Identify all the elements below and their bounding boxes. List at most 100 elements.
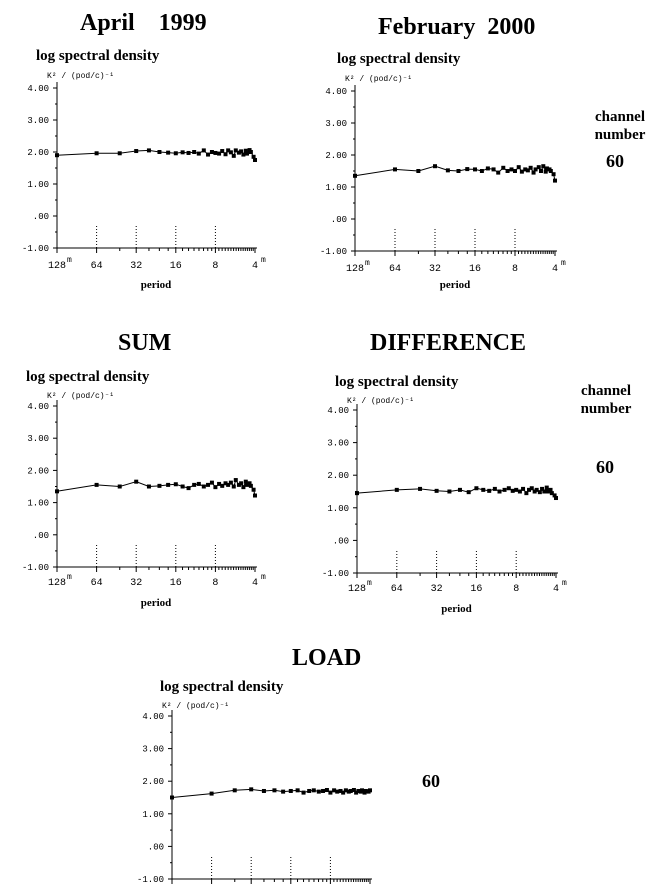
- y-tick-label: 3.00: [27, 434, 49, 444]
- x-tick-label: 128: [346, 264, 364, 275]
- data-point: [343, 788, 348, 793]
- data-point: [146, 484, 151, 489]
- data-point: [261, 788, 266, 793]
- x-tick-label: 8: [513, 584, 519, 595]
- x-tick-label: 128: [48, 261, 66, 272]
- data-point: [228, 480, 233, 485]
- y-axis-label: log spectral density: [36, 48, 160, 64]
- data-point: [368, 788, 372, 793]
- channel-number-value: 60: [596, 457, 614, 477]
- x-tick-label: 32: [130, 261, 142, 272]
- data-point: [513, 169, 517, 173]
- x-tick-label: 8: [512, 264, 518, 275]
- y-tick-label: 2.00: [142, 777, 164, 787]
- data-point: [288, 788, 293, 793]
- x-tick-label: 8: [212, 261, 218, 272]
- data-point: [506, 486, 511, 491]
- y-tick-label: 4.00: [142, 712, 164, 722]
- data-point: [543, 169, 548, 174]
- data-point: [324, 788, 329, 793]
- data-point: [251, 487, 256, 492]
- data-point: [537, 490, 542, 495]
- data-point: [360, 788, 365, 793]
- data-point: [213, 485, 218, 490]
- data-point: [173, 151, 178, 156]
- data-point: [447, 489, 452, 494]
- unit-label: K² / (pod/c)⁻¹: [162, 702, 229, 711]
- channel-number-value: 60: [422, 771, 440, 791]
- data-point: [117, 484, 122, 489]
- x-tick-label: 64: [391, 584, 403, 595]
- data-point: [353, 173, 357, 178]
- data-point: [223, 152, 228, 157]
- x-tick-label: 64: [389, 264, 401, 275]
- data-point: [514, 487, 519, 492]
- x-tick-label: 4: [553, 584, 559, 595]
- y-tick-label: 1.00: [27, 499, 49, 509]
- data-point: [346, 789, 351, 794]
- data-point: [356, 788, 361, 793]
- data-point: [502, 487, 507, 492]
- data-point: [173, 482, 178, 487]
- y-tick-label: 1.00: [142, 810, 164, 820]
- x-tick-label: 8: [212, 578, 218, 589]
- data-point: [521, 486, 526, 491]
- data-point: [243, 479, 248, 484]
- x-tick-label: 16: [469, 264, 481, 275]
- x-tick-label: 4: [552, 264, 558, 275]
- y-tick-label: .00: [33, 212, 49, 222]
- y-tick-label: 4.00: [27, 402, 49, 412]
- data-point: [295, 788, 300, 793]
- data-point: [553, 178, 557, 183]
- unit-label: K² / (pod/c)⁻¹: [347, 397, 414, 406]
- x-axis-label: period: [441, 603, 472, 615]
- x-unit-mark: m: [561, 259, 566, 268]
- data-point: [186, 486, 191, 491]
- data-point: [201, 148, 206, 153]
- data-point: [201, 484, 206, 489]
- y-tick-label: -1.00: [22, 244, 49, 254]
- x-unit-mark: m: [562, 579, 567, 588]
- data-point: [466, 490, 471, 495]
- x-tick-label: 4: [252, 261, 258, 272]
- data-point: [545, 489, 550, 494]
- y-tick-label: 3.00: [325, 119, 347, 129]
- data-point: [341, 790, 346, 795]
- data-point: [335, 789, 340, 794]
- y-tick-label: .00: [33, 531, 49, 541]
- x-tick-label: 16: [170, 578, 182, 589]
- data-point: [544, 485, 549, 490]
- data-point: [146, 148, 151, 153]
- data-point: [248, 150, 253, 154]
- data-point: [236, 482, 241, 487]
- data-point: [241, 485, 246, 490]
- data-point: [354, 790, 359, 795]
- data-point: [55, 153, 59, 158]
- x-tick-label: 32: [130, 578, 142, 589]
- data-point: [517, 489, 522, 494]
- data-point: [233, 478, 238, 483]
- data-point: [223, 481, 228, 486]
- y-tick-label: 1.00: [327, 504, 349, 514]
- data-point: [253, 493, 257, 498]
- data-point: [180, 150, 185, 155]
- x-tick-label: 64: [91, 261, 103, 272]
- data-point: [551, 172, 556, 177]
- data-point: [496, 170, 501, 175]
- y-tick-label: 3.00: [142, 745, 164, 755]
- data-point: [239, 149, 244, 154]
- x-tick-label: 128: [348, 584, 366, 595]
- data-point: [355, 491, 359, 496]
- data-point: [170, 795, 174, 800]
- data-point: [363, 788, 368, 793]
- data-point: [501, 165, 506, 170]
- data-point: [232, 788, 237, 793]
- data-point: [307, 788, 312, 793]
- data-point: [166, 482, 171, 487]
- data-point: [509, 167, 514, 172]
- data-point: [457, 487, 462, 492]
- y-tick-label: 2.00: [27, 466, 49, 476]
